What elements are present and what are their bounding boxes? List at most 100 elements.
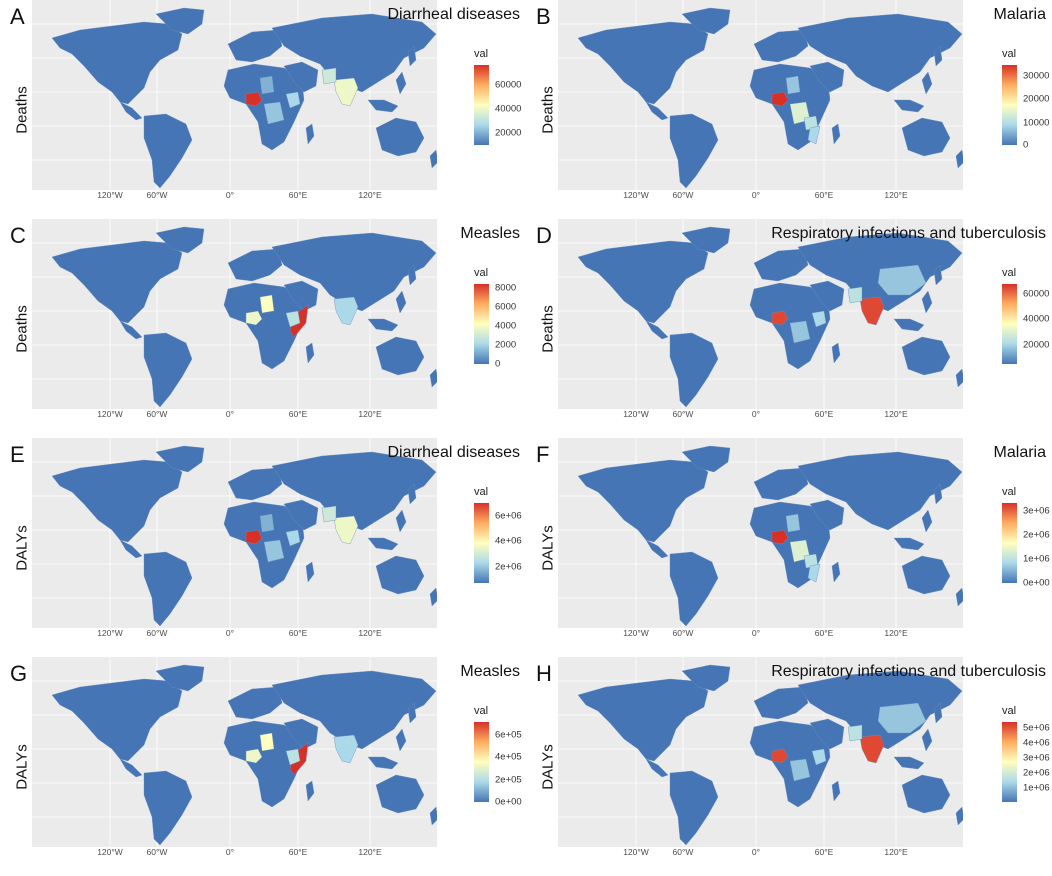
x-axis-tick-label: 120°E	[358, 847, 382, 857]
color-legend: val 60000 40000 20000	[1002, 267, 1052, 377]
measure-label-text: DALYs	[539, 744, 557, 790]
region-india	[333, 296, 359, 326]
region-chad	[785, 513, 801, 533]
region-nigeria	[245, 310, 263, 326]
map-panel-g: 120°W 60°W 0° 60°E 120°E G Measles DALYs val 6e+0…	[0, 657, 526, 876]
legend-tick-label: 2e+06	[1017, 529, 1050, 541]
world-map	[558, 0, 963, 190]
x-axis-tick-label: 0°	[225, 190, 235, 200]
panel-letter: H	[536, 661, 552, 686]
region-ethiopia	[811, 310, 827, 328]
panel-title: Respiratory infections and tuberculosis	[771, 225, 1046, 242]
legend-tick-label: 20000	[1016, 339, 1050, 351]
x-axis-tick-label: 60°E	[288, 628, 308, 638]
region-nigeria	[771, 529, 789, 545]
region-nigeria	[245, 91, 263, 107]
legend-tick-label: 0e+00	[1017, 577, 1050, 589]
x-axis-tick-label: 120°W	[623, 628, 649, 638]
x-axis-tick-label: 60°E	[288, 409, 308, 419]
world-map	[32, 0, 437, 190]
world-map	[558, 438, 963, 628]
region-chad	[259, 294, 275, 314]
region-china	[877, 702, 927, 734]
x-axis-tick-label: 60°E	[288, 190, 308, 200]
region-india	[859, 734, 885, 764]
legend-tick-label: 30000	[1016, 70, 1050, 82]
measure-label-text: DALYs	[13, 744, 31, 790]
region-ethiopia	[285, 91, 301, 109]
region-chad	[259, 513, 275, 533]
x-axis-tick-label: 60°W	[672, 190, 694, 200]
legend-tick-label: 3e+06	[1017, 752, 1050, 764]
legend-colorbar	[1002, 722, 1017, 802]
x-axis-tick-label: 120°W	[623, 409, 649, 419]
x-axis-tick-label: 60°W	[146, 847, 168, 857]
region-drc	[263, 539, 285, 563]
legend-tick-label: 1e+06	[1017, 782, 1050, 794]
legend-title: val	[1002, 48, 1017, 60]
x-axis-tick-label: 120°E	[358, 409, 382, 419]
region-nigeria	[245, 748, 263, 764]
legend-tick-label: 4000	[488, 320, 517, 332]
x-axis-tick-label: 60°W	[672, 847, 694, 857]
map-panel-d: 120°W 60°W 0° 60°E 120°E D Respiratory infecti…	[526, 219, 1052, 438]
region-drc	[789, 758, 811, 782]
panel-title: Diarrheal diseases	[387, 6, 520, 23]
region-nigeria	[771, 310, 789, 326]
map-panel-a: 120°W 60°W 0° 60°E 120°E A Diarrheal diseases D…	[0, 0, 526, 219]
x-axis-tick-label: 0°	[751, 628, 761, 638]
x-axis-tick-label: 60°W	[146, 409, 168, 419]
panel-title: Malaria	[993, 444, 1046, 461]
panel-letter: D	[536, 223, 552, 248]
measure-label-text: Deaths	[13, 305, 31, 353]
legend-tick-label: 20000	[1016, 93, 1050, 105]
color-legend: val 3e+06 2e+06 1e+06 0e+00	[1002, 486, 1052, 596]
x-axis-tick-label: 0°	[751, 190, 761, 200]
region-india	[333, 734, 359, 764]
legend-tick-label: 4e+05	[489, 751, 522, 763]
region-pakistan	[847, 286, 863, 304]
x-axis-tick-label: 120°E	[884, 628, 908, 638]
region-pakistan	[847, 724, 863, 742]
world-map	[32, 657, 437, 847]
color-legend: val 5e+06 4e+06 3e+06 2e+06 1e+06	[1002, 705, 1052, 815]
legend-title: val	[1002, 267, 1017, 279]
legend-tick-label: 8000	[488, 282, 517, 294]
color-legend: val 6e+06 4e+06 2e+06	[474, 486, 534, 596]
panel-letter: E	[10, 442, 25, 467]
region-drc	[263, 101, 285, 125]
region-mozambique	[807, 125, 821, 145]
color-legend: val 6e+05 4e+05 2e+05 0e+00	[474, 705, 534, 815]
world-map	[32, 219, 437, 409]
legend-tick-label: 2e+06	[489, 561, 522, 573]
x-axis-tick-label: 120°W	[97, 190, 123, 200]
legend-tick-label: 5e+06	[1017, 722, 1050, 734]
legend-colorbar	[474, 503, 489, 583]
panel-title: Measles	[460, 663, 520, 680]
legend-tick-label: 6e+06	[489, 510, 522, 522]
x-axis-tick-label: 60°E	[814, 628, 834, 638]
map-panel-f: 120°W 60°W 0° 60°E 120°E F Malaria DALYs val 3e+0…	[526, 438, 1052, 657]
x-axis-tick-label: 60°W	[672, 409, 694, 419]
x-axis-tick-label: 0°	[225, 628, 235, 638]
legend-tick-label: 10000	[1016, 117, 1050, 129]
x-axis-tick-label: 60°E	[814, 190, 834, 200]
measure-label: DALYs	[12, 498, 32, 598]
panel-letter: G	[10, 661, 28, 686]
x-axis-tick-label: 0°	[751, 409, 761, 419]
x-axis-tick-label: 120°W	[97, 847, 123, 857]
region-chad	[259, 732, 275, 752]
measure-label: Deaths	[12, 60, 32, 160]
x-axis-tick-label: 60°W	[672, 628, 694, 638]
x-axis-tick-label: 120°E	[884, 409, 908, 419]
region-nigeria	[771, 91, 789, 107]
panel-title: Malaria	[993, 6, 1046, 23]
legend-colorbar	[1002, 284, 1017, 364]
legend-title: val	[1002, 486, 1017, 498]
x-axis-tick-label: 120°W	[97, 628, 123, 638]
panel-letter: B	[536, 4, 551, 29]
measure-label: Deaths	[12, 279, 32, 379]
legend-tick-label: 60000	[488, 79, 522, 91]
measure-label: Deaths	[538, 60, 558, 160]
region-pakistan	[321, 67, 337, 85]
